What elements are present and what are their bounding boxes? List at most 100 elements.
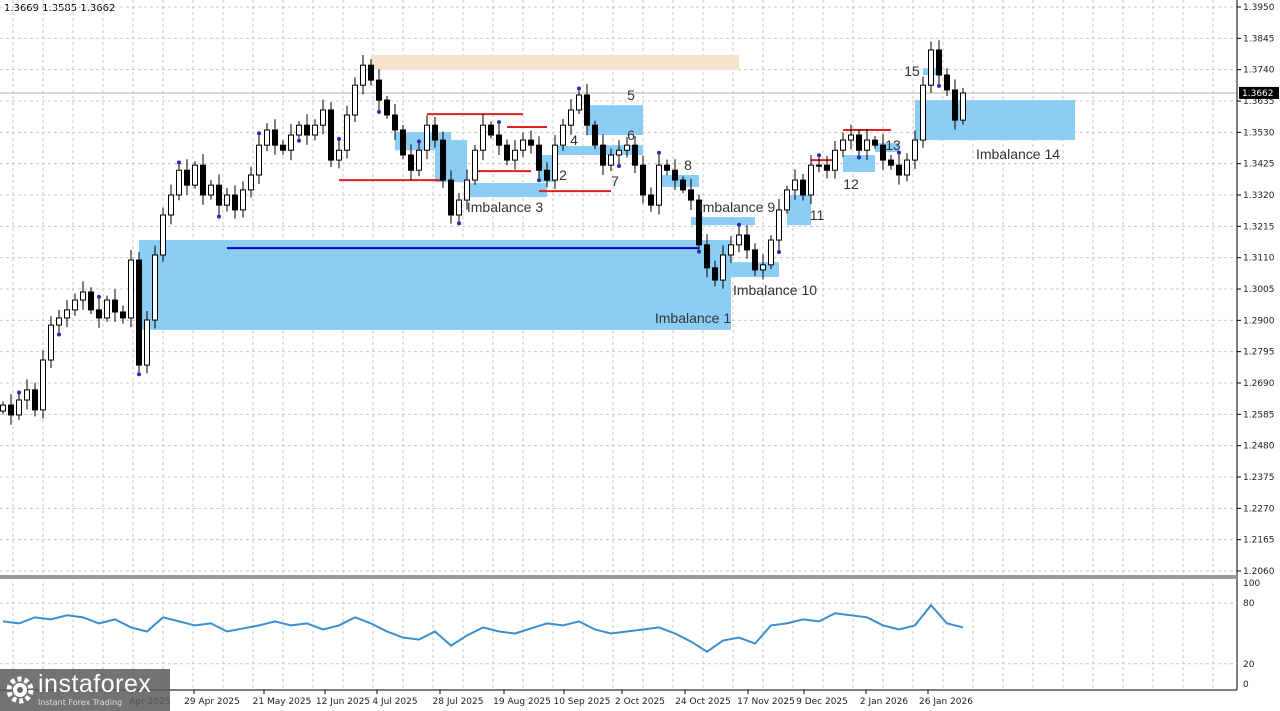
fractal-dot xyxy=(17,390,21,395)
candle xyxy=(528,130,534,154)
y-tick-label: 1.3950 xyxy=(1243,3,1275,13)
candle xyxy=(864,129,870,161)
candle-body xyxy=(120,311,126,319)
candle xyxy=(224,187,230,212)
candle-body xyxy=(448,179,454,216)
candle xyxy=(888,154,894,170)
candle xyxy=(616,140,622,165)
candle-body xyxy=(80,291,86,301)
candle-body xyxy=(576,94,582,111)
candle-body xyxy=(248,174,254,191)
candle xyxy=(272,119,278,155)
candle xyxy=(576,90,582,114)
candle-body xyxy=(520,139,526,151)
y-tick-label: 1.3215 xyxy=(1243,222,1275,232)
candle xyxy=(552,135,558,190)
candle-body xyxy=(952,89,958,121)
candle-body xyxy=(184,169,190,186)
candle-body xyxy=(944,74,950,91)
candle xyxy=(312,119,318,141)
candle-body xyxy=(352,84,358,116)
candle-body xyxy=(744,234,750,251)
candle xyxy=(848,124,854,150)
candle xyxy=(936,40,942,84)
candle-body xyxy=(400,129,406,156)
candle-body xyxy=(592,124,598,146)
fractal-dot xyxy=(377,109,381,114)
candle xyxy=(960,87,966,125)
imbalance-zone xyxy=(603,145,643,156)
candle-body xyxy=(912,139,918,161)
candle-body xyxy=(688,189,694,201)
candle xyxy=(792,169,798,200)
candle xyxy=(416,143,422,177)
candle xyxy=(928,41,934,93)
candle xyxy=(208,179,214,200)
candle-body xyxy=(496,134,502,146)
candle xyxy=(640,155,646,204)
candle xyxy=(832,140,838,179)
zone-label: 11 xyxy=(810,207,825,223)
imbalance-zone xyxy=(787,195,811,226)
candle-body xyxy=(768,239,774,266)
candle xyxy=(288,123,294,161)
candle xyxy=(232,185,238,219)
candle-body xyxy=(720,254,726,281)
zone-label: Imbalance 3 xyxy=(467,199,543,215)
candle-body xyxy=(680,179,686,191)
candle-body xyxy=(48,324,54,361)
candle xyxy=(728,236,734,263)
candle xyxy=(248,166,254,198)
fractal-dot xyxy=(777,249,781,254)
x-tick-label: 21 May 2025 xyxy=(253,697,312,707)
candle xyxy=(88,287,94,315)
candle xyxy=(136,252,142,373)
candle xyxy=(592,120,598,150)
indicator-y-tick: 20 xyxy=(1243,660,1255,670)
candle xyxy=(160,207,166,262)
candle-body xyxy=(472,149,478,181)
candle xyxy=(368,59,374,86)
candle xyxy=(776,198,782,250)
candle-body xyxy=(176,169,182,196)
candle xyxy=(24,379,30,410)
candle-body xyxy=(488,124,494,136)
current-price-label: 1.3662 xyxy=(1242,89,1274,99)
candle xyxy=(104,295,110,322)
candle-body xyxy=(128,259,134,319)
indicator-y-tick: 80 xyxy=(1243,599,1255,609)
candle xyxy=(168,184,174,225)
candle xyxy=(456,192,462,222)
candle-body xyxy=(616,149,622,156)
candle xyxy=(48,316,54,368)
candle xyxy=(280,140,286,155)
candle-body xyxy=(552,144,558,181)
candle-body xyxy=(480,124,486,151)
candle-body xyxy=(696,199,702,246)
zone-label: 13 xyxy=(885,137,901,153)
candle-body xyxy=(888,159,894,166)
candle-body xyxy=(392,114,398,131)
candle xyxy=(920,76,926,148)
fractal-dot xyxy=(537,178,541,183)
candle-body xyxy=(0,404,6,412)
candle xyxy=(432,116,438,148)
candle-body xyxy=(728,244,734,256)
x-tick-label: 4 Jul 2025 xyxy=(372,697,417,707)
candle xyxy=(520,132,526,157)
candle-body xyxy=(376,79,382,101)
logo-name: instaforex xyxy=(38,670,152,698)
candle xyxy=(880,134,886,171)
candle-body xyxy=(512,149,518,161)
candle xyxy=(608,148,614,171)
candle xyxy=(584,83,590,136)
imbalance-zone xyxy=(875,143,899,153)
candle xyxy=(600,134,606,175)
candle xyxy=(952,79,958,130)
candle-body xyxy=(320,109,326,126)
fractal-dot xyxy=(697,249,701,254)
candle xyxy=(912,130,918,169)
candle-body xyxy=(280,144,286,151)
candle xyxy=(464,169,470,210)
